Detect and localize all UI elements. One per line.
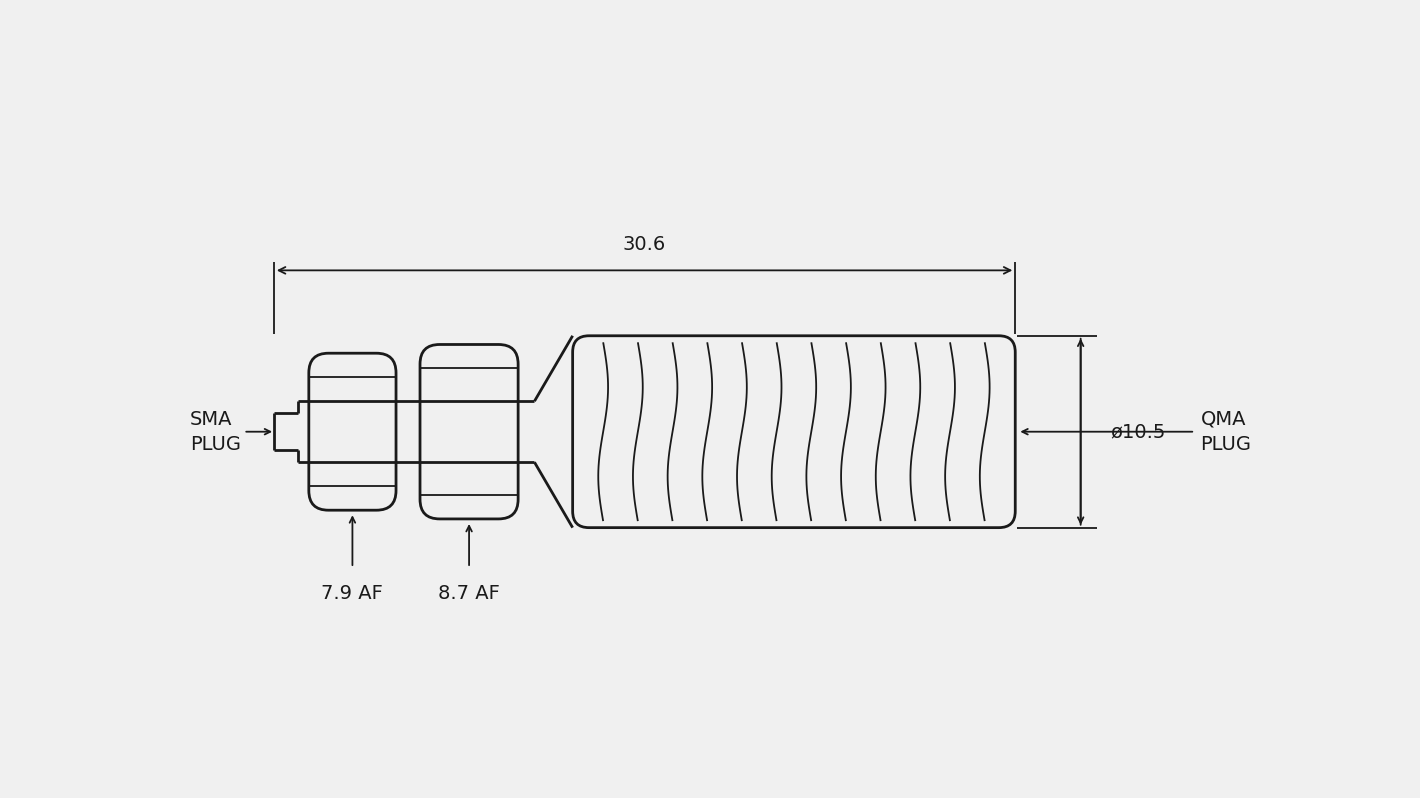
Text: SMA
PLUG: SMA PLUG bbox=[190, 409, 241, 454]
Text: ø10.5: ø10.5 bbox=[1110, 422, 1166, 441]
Text: QMA
PLUG: QMA PLUG bbox=[1200, 409, 1251, 454]
Text: 30.6: 30.6 bbox=[623, 235, 666, 254]
Text: 8.7 AF: 8.7 AF bbox=[439, 584, 500, 603]
Text: 7.9 AF: 7.9 AF bbox=[321, 584, 383, 603]
